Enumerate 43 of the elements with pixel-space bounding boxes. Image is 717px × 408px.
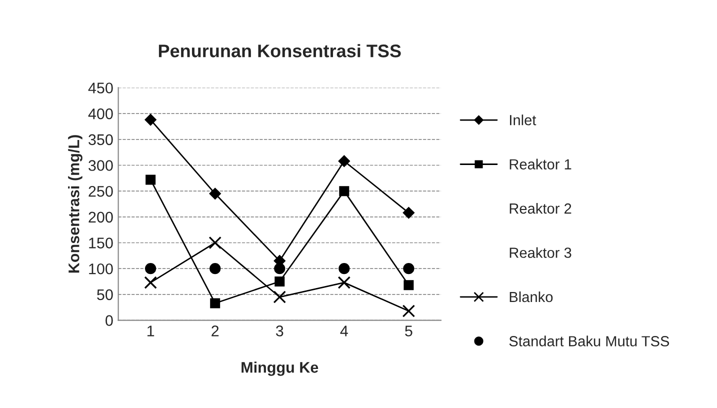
x-axis-title: Minggu Ke <box>242 362 318 376</box>
y-tick-label: 450 <box>88 82 113 94</box>
point <box>274 276 285 287</box>
point <box>403 263 414 274</box>
point <box>339 186 350 196</box>
y-tick-label: 250 <box>88 186 113 197</box>
y-tick-label: 300 <box>88 160 113 171</box>
point <box>210 263 221 274</box>
point <box>402 207 414 219</box>
point <box>145 263 156 274</box>
text: Reaktor 3 <box>510 247 572 258</box>
point <box>146 174 156 185</box>
x-tick-label: 2 <box>212 326 219 336</box>
point <box>402 304 416 318</box>
legend-label: Standart Baku Mutu TSS <box>509 336 670 346</box>
point <box>404 280 414 290</box>
point <box>144 114 156 126</box>
point <box>144 276 157 289</box>
x-tick-label: 3 <box>276 326 284 336</box>
point <box>338 263 350 274</box>
legend-label: Blanko <box>510 291 553 302</box>
point <box>274 263 286 274</box>
y-tick-label: 200 <box>88 212 113 223</box>
legend-label: Reaktor 1 <box>510 158 572 170</box>
y-axis-title: Konsentrasi (mg/L) <box>68 135 82 273</box>
legend-label: Inlet <box>510 114 536 126</box>
point <box>209 188 221 200</box>
text: Reaktor 2 <box>510 203 572 214</box>
point <box>208 236 222 250</box>
point <box>338 155 350 167</box>
point <box>338 276 351 289</box>
y-tick-label: 0 <box>106 315 113 326</box>
point <box>273 290 286 304</box>
y-tick-label: 50 <box>97 289 113 300</box>
chart-title: Penurunan Konsentrasi TSS <box>158 44 401 58</box>
y-tick-label: 400 <box>88 108 113 120</box>
y-tick-label: 350 <box>88 134 113 146</box>
y-tick-label: 150 <box>89 238 113 248</box>
y-tick-label: 100 <box>89 263 113 274</box>
x-tick-label: 1 <box>147 326 154 336</box>
point <box>210 298 220 308</box>
x-tick-label: 5 <box>405 326 412 336</box>
x-tick-label: 4 <box>340 326 348 336</box>
